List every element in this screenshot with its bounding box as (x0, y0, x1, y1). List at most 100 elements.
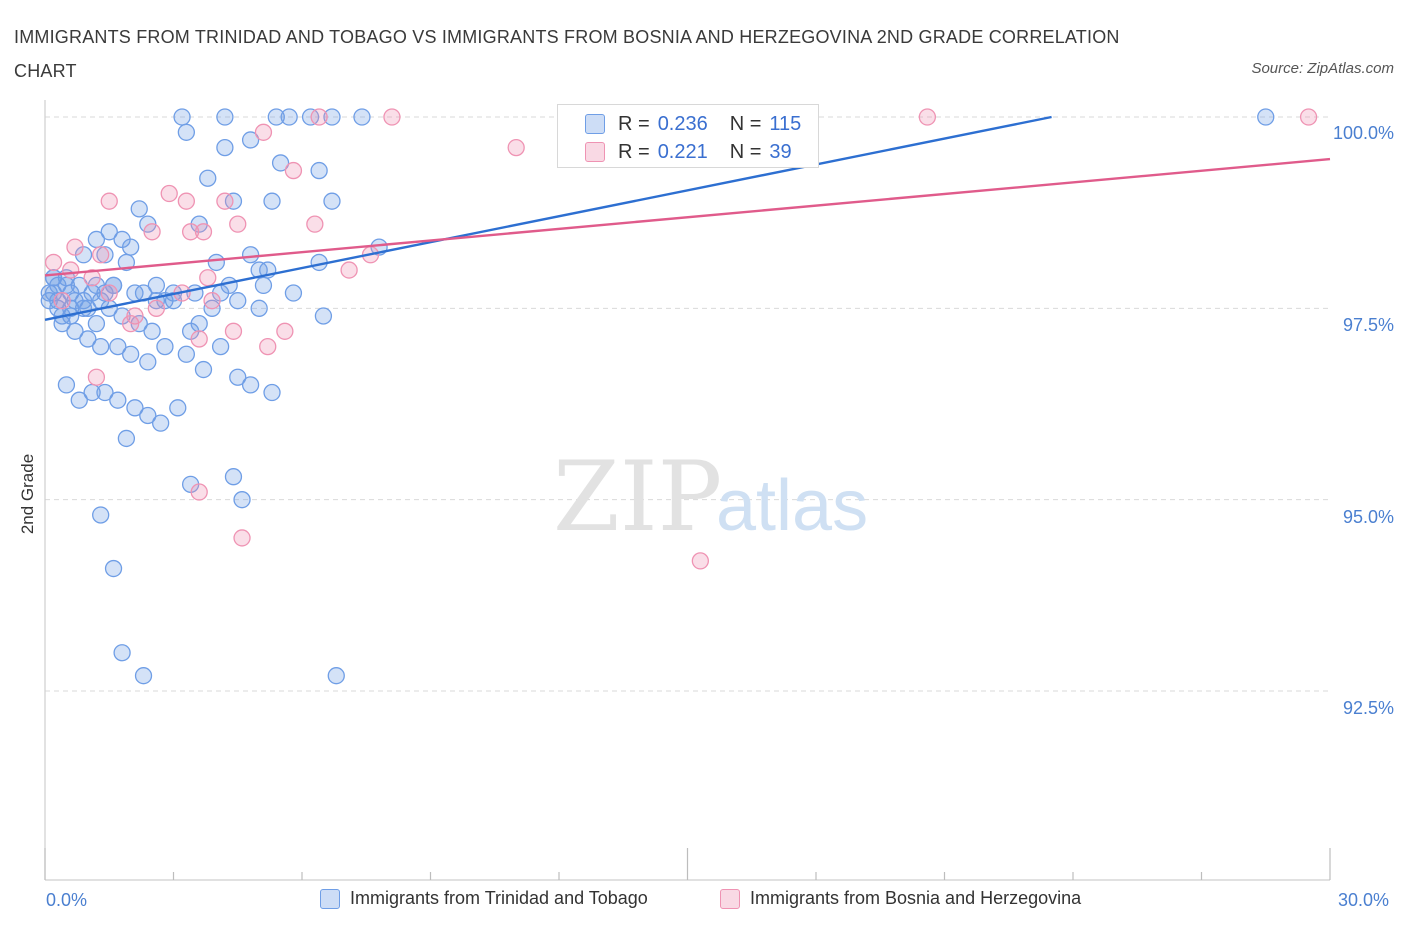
data-point (233, 529, 251, 547)
legend-swatch-pink (720, 888, 740, 909)
legend-n-label: N = (729, 140, 762, 163)
data-point (66, 238, 84, 256)
data-point (190, 314, 208, 333)
data-point (96, 383, 114, 402)
data-point (190, 330, 208, 348)
data-point (271, 154, 290, 172)
data-point (122, 345, 140, 363)
data-point (199, 169, 217, 187)
data-point (224, 322, 243, 340)
data-point (340, 261, 358, 279)
data-point (143, 223, 161, 241)
trend-line (44, 115, 1052, 321)
legend-label-trinidad: Immigrants from Trinidad and Tobago (350, 888, 648, 908)
data-point (1299, 108, 1318, 126)
data-point (254, 276, 273, 295)
data-point (216, 192, 234, 210)
data-point (284, 161, 303, 180)
data-point (310, 108, 328, 126)
data-point (79, 299, 97, 317)
data-point (1257, 108, 1275, 126)
data-point (229, 215, 247, 233)
data-point (280, 108, 298, 126)
correlation-legend: R = 0.236 N = 115 R = 0.221 N = 39 (557, 104, 819, 168)
data-point (181, 223, 200, 241)
data-point (199, 269, 217, 287)
data-point (147, 299, 166, 317)
data-point (254, 123, 273, 141)
data-point (177, 192, 196, 210)
data-point (177, 123, 196, 141)
data-point (87, 314, 106, 333)
data-point (143, 322, 161, 340)
series-trinidad-tobago (40, 108, 1275, 685)
data-point (130, 200, 148, 218)
legend-r-value: 0.221 (657, 140, 708, 163)
axes (44, 100, 1331, 881)
series-legend: Immigrants from Trinidad and Tobago Immi… (0, 888, 1406, 918)
data-point (211, 337, 230, 356)
data-point (44, 253, 63, 272)
data-point (918, 108, 937, 126)
trend-lines (44, 115, 1331, 321)
data-point (122, 314, 140, 333)
legend-r-value: 0.236 (657, 112, 708, 135)
data-point (109, 391, 127, 409)
data-point (284, 284, 303, 302)
data-point (276, 322, 294, 340)
legend-item-trinidad[interactable]: Immigrants from Trinidad and Tobago (320, 888, 648, 909)
data-point (229, 292, 247, 310)
legend-swatch-pink (585, 142, 605, 162)
series-bosnia-herzegovina (44, 108, 1318, 570)
data-point (259, 337, 277, 356)
data-point (241, 246, 260, 264)
data-point (160, 184, 178, 203)
data-point (263, 192, 281, 210)
data-point (44, 269, 63, 287)
data-point (62, 261, 80, 279)
data-point (190, 483, 208, 501)
data-point (117, 429, 136, 448)
data-point (507, 138, 525, 157)
data-point (151, 414, 170, 432)
data-point (100, 223, 118, 241)
data-point (79, 330, 97, 348)
watermark-atlas: atlas (716, 466, 868, 546)
data-point (92, 506, 110, 524)
data-point (203, 292, 221, 310)
y-tick-label-95: 95.0% (1342, 507, 1394, 527)
data-point (134, 667, 153, 685)
data-point (173, 108, 191, 126)
data-point (104, 559, 123, 578)
data-point (267, 108, 285, 126)
data-point (327, 667, 345, 685)
data-point (100, 284, 118, 302)
data-point (57, 376, 76, 394)
x-tick-label-min: 0.0% (46, 890, 88, 910)
legend-n-label: N = (729, 112, 762, 135)
data-point (323, 192, 341, 210)
data-point (177, 345, 196, 363)
data-point (87, 368, 106, 386)
watermark: ZIP atlas (553, 441, 868, 553)
data-point (66, 322, 84, 340)
data-point (691, 552, 709, 570)
data-point (53, 292, 71, 310)
data-point (96, 284, 114, 302)
data-point (92, 246, 110, 264)
source-label: Source: ZipAtlas.com (1251, 60, 1394, 77)
legend-item-bosnia[interactable]: Immigrants from Bosnia and Herzegovina (720, 888, 1081, 909)
data-point (83, 269, 101, 287)
legend-swatch-blue (320, 888, 340, 909)
chart-title: IMMIGRANTS FROM TRINIDAD AND TOBAGO VS I… (14, 27, 1120, 81)
x-tick-label-max: 30.0% (1338, 890, 1390, 910)
data-point (353, 108, 371, 126)
data-point (194, 360, 213, 379)
data-point (216, 138, 234, 157)
data-point (229, 368, 247, 386)
legend-n-value: 115 (769, 112, 802, 135)
data-point (70, 391, 88, 409)
data-point (194, 223, 213, 241)
data-point (314, 307, 333, 325)
